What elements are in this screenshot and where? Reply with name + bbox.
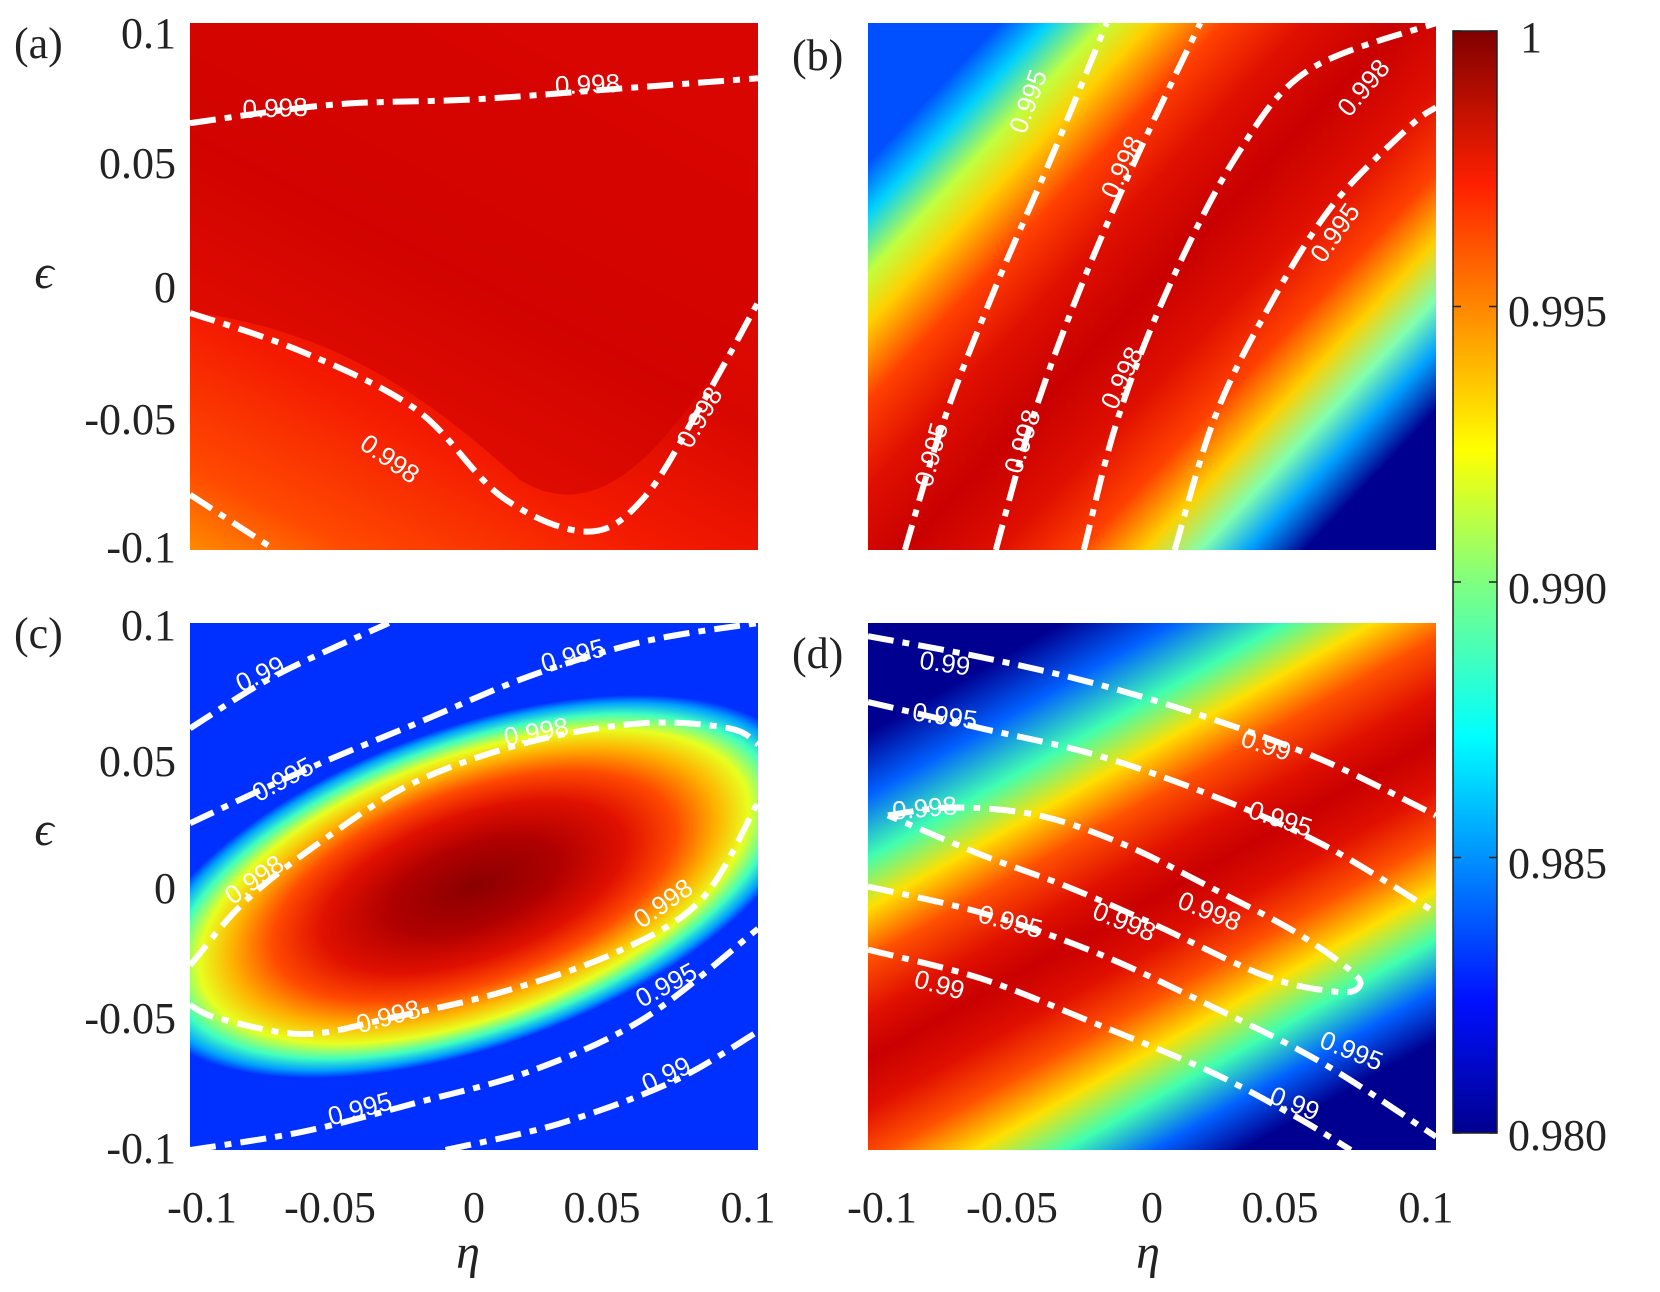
contour-label: 0.998 (554, 68, 620, 100)
contour-line-0.99 (868, 633, 1436, 819)
y-tick-label: 0.05 (99, 737, 176, 786)
colorbar-tick-label: 1 (1520, 13, 1542, 62)
contour-line-0.998 (190, 800, 758, 1038)
colorbar: 1 0.995 0.990 0.985 0.980 (1452, 13, 1607, 1160)
contour-line-0.995 (190, 492, 277, 550)
x-tick-label: 0.05 (564, 1183, 641, 1232)
x-tick-label: -0.1 (847, 1183, 917, 1232)
y-tick-label: 0.1 (121, 9, 176, 58)
panel-label-c: (c) (14, 609, 63, 658)
panel-c-heatmap (190, 623, 758, 1150)
x-tick-label: 0.05 (1242, 1183, 1319, 1232)
panel-a (190, 23, 758, 550)
x-tick-label: -0.05 (966, 1183, 1058, 1232)
contour-line-0.99 (868, 946, 1353, 1150)
panel-a-contours (190, 75, 758, 550)
x-axis-label-right: η (1136, 1226, 1160, 1279)
contour-line-0.995 (190, 926, 758, 1150)
panel-d-contours (868, 633, 1436, 1150)
panel-b (868, 23, 1436, 550)
x-axis-label-left: η (456, 1226, 480, 1279)
y-tick-label: 0 (154, 864, 176, 913)
panel-c (190, 623, 758, 1150)
y-tick-label: 0 (154, 263, 176, 312)
panel-label-d: (d) (792, 629, 843, 678)
contour-line-0.998 (1080, 23, 1436, 550)
panel-c-contours (190, 623, 758, 1150)
y-tick-label: -0.1 (106, 523, 176, 572)
colorbar-tick-label: 0.980 (1508, 1111, 1607, 1160)
contour-line-0.998 (190, 75, 758, 127)
contour-line-0.99 (190, 623, 391, 731)
y-tick-label: -0.1 (106, 1124, 176, 1173)
contour-line-0.998 (886, 804, 1364, 996)
panel-d-heatmap (868, 623, 1436, 1150)
colorbar-tick-label: 0.985 (1508, 839, 1607, 888)
x-tick-label: 0.1 (1399, 1183, 1454, 1232)
x-tick-label: 0.1 (721, 1183, 776, 1232)
y-axis-label-top: ϵ (34, 246, 55, 299)
panel-label-a: (a) (14, 19, 63, 68)
contour-line-0.998 (190, 300, 758, 535)
panel-b-heatmap (868, 23, 1436, 550)
contour-label: 0.99 (918, 645, 972, 682)
x-tick-label: -0.1 (167, 1183, 237, 1232)
contour-line-0.995 (868, 699, 1436, 916)
contour-line-0.995 (1171, 104, 1436, 550)
x-tick-label: 0 (1141, 1183, 1163, 1232)
panel-b-contours (902, 23, 1436, 550)
y-tick-label: -0.05 (84, 395, 176, 444)
x-tick-label: 0 (463, 1183, 485, 1232)
contour-line-0.998 (992, 23, 1204, 550)
colorbar-tick-label: 0.990 (1508, 564, 1607, 613)
contour-line-0.995 (868, 883, 1436, 1140)
contour-label: 0.998 (891, 790, 958, 826)
contour-line-0.995 (902, 23, 1110, 550)
x-tick-label: -0.05 (284, 1183, 376, 1232)
colorbar-tick-label: 0.995 (1508, 287, 1607, 336)
y-tick-label: -0.05 (84, 994, 176, 1043)
contour-line-0.99 (444, 1028, 758, 1150)
y-tick-label: 0.1 (121, 601, 176, 650)
contour-line-0.995 (190, 623, 758, 827)
y-axis-label-bottom: ϵ (34, 803, 55, 856)
y-tick-label: 0.05 (99, 139, 176, 188)
contour-label: 0.998 (242, 92, 308, 124)
panel-label-b: (b) (792, 31, 843, 80)
panel-d (868, 623, 1436, 1150)
